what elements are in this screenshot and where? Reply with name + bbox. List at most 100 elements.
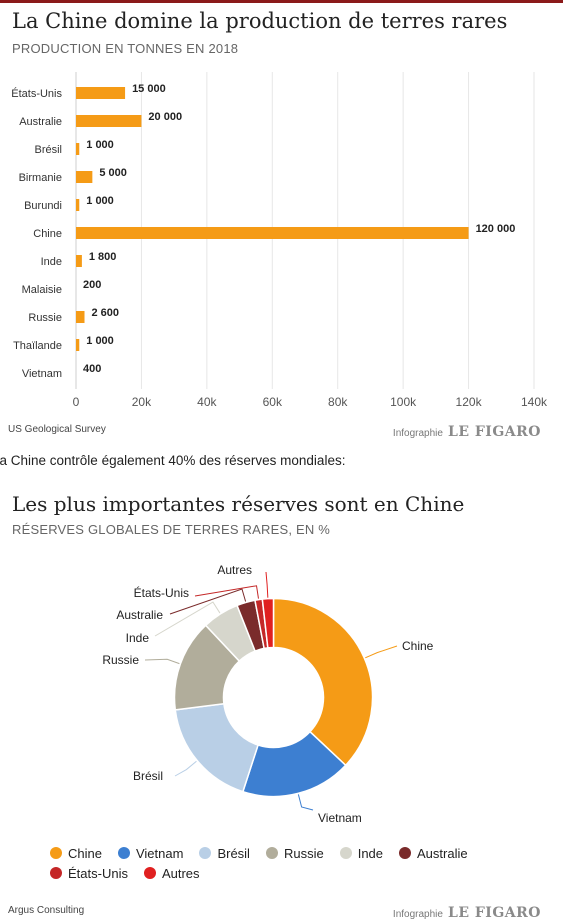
- category-label: Burundi: [24, 200, 62, 212]
- slice-label: Inde: [126, 631, 150, 645]
- x-tick-label: 20k: [132, 395, 152, 409]
- x-tick-label: 40k: [197, 395, 217, 409]
- leader-line: [174, 760, 197, 777]
- legend-item: Brésil: [199, 846, 250, 861]
- legend-label: Brésil: [217, 846, 250, 861]
- category-label: Malaisie: [22, 284, 62, 296]
- bar: [76, 339, 80, 351]
- legend-item: Autres: [143, 866, 200, 881]
- donut-slice: [272, 597, 374, 767]
- top-rule: [0, 0, 563, 3]
- brand-prefix: Infographie: [392, 428, 443, 439]
- donut-slice: [174, 702, 259, 793]
- bar: [76, 115, 142, 127]
- leader-line: [365, 645, 398, 659]
- brand-prefix: Infographie: [392, 909, 443, 920]
- category-label: Inde: [41, 256, 62, 268]
- legend-label: États-Unis: [68, 866, 128, 881]
- slice-label: Autres: [217, 563, 252, 577]
- chart1-title: La Chine domine la production de terres …: [12, 9, 508, 33]
- brand-logo: LE FIGARO: [447, 905, 541, 921]
- value-label: 2 600: [92, 307, 120, 319]
- legend-item: États-Unis: [50, 866, 128, 881]
- legend-swatch: [50, 867, 62, 879]
- leader-line: [154, 601, 221, 637]
- leader-line: [194, 585, 259, 599]
- chart2-source: Argus Consulting: [8, 905, 85, 916]
- brand-logo: LE FIGARO: [447, 424, 541, 440]
- bar: [76, 87, 126, 99]
- legend-item: Australie: [399, 846, 468, 861]
- intro-sentence: La Chine contrôle également 40% des rése…: [0, 453, 563, 468]
- bar: [76, 255, 82, 267]
- category-label: Russie: [28, 312, 62, 324]
- legend-swatch: [143, 867, 156, 879]
- slice-label: Australie: [116, 608, 163, 622]
- category-label: États-Unis: [11, 87, 62, 100]
- x-tick-label: 80k: [328, 395, 348, 409]
- slice-label: Russie: [102, 653, 139, 667]
- slice-label: Chine: [402, 639, 434, 653]
- value-label: 1 000: [86, 335, 114, 347]
- legend-label: Inde: [357, 846, 384, 861]
- value-label: 120 000: [476, 223, 516, 235]
- value-label: 20 000: [148, 111, 182, 123]
- chart2-subtitle: RÉSERVES GLOBALES DE TERRES RARES, EN %: [12, 522, 330, 537]
- bar: [76, 171, 93, 183]
- value-label: 200: [83, 279, 101, 291]
- value-label: 400: [83, 363, 101, 375]
- chart2-brand: Infographie LE FIGARO: [393, 904, 541, 922]
- intro-sentence-text: La Chine contrôle également 40% des rése…: [0, 453, 346, 468]
- category-label: Chine: [33, 228, 62, 240]
- leader-line: [297, 794, 314, 811]
- value-label: 5 000: [99, 167, 127, 179]
- legend-item: Russie: [265, 846, 324, 861]
- x-tick-label: 60k: [263, 395, 283, 409]
- category-label: Birmanie: [19, 172, 62, 184]
- legend-label: Russie: [283, 846, 324, 861]
- legend-label: Australie: [417, 846, 468, 861]
- legend-label: Autres: [161, 866, 200, 881]
- legend-swatch: [199, 847, 212, 859]
- category-label: Thaïlande: [13, 340, 62, 352]
- x-tick-label: 140k: [521, 395, 548, 409]
- legend-item: Vietnam: [117, 846, 184, 861]
- x-tick-label: 120k: [456, 395, 483, 409]
- donut-chart: Chine Vietnam Brésil Russie Inde Australie Éta…: [102, 563, 434, 825]
- value-label: 1 000: [86, 195, 114, 207]
- bar: [76, 143, 80, 155]
- leader-line: [169, 588, 247, 615]
- bar: [76, 199, 80, 211]
- category-label: Brésil: [34, 144, 62, 156]
- slice-label: États-Unis: [134, 585, 189, 600]
- legend-swatch: [399, 847, 412, 859]
- legend-swatch: [117, 847, 130, 859]
- value-label: 1 000: [86, 139, 114, 151]
- chart1-brand: Infographie LE FIGARO: [393, 423, 541, 441]
- x-tick-label: 100k: [390, 395, 417, 409]
- bar: [76, 227, 469, 239]
- legend-label: Chine: [68, 846, 102, 861]
- legend-swatch: [50, 847, 62, 859]
- legend-item: Inde: [339, 846, 384, 861]
- leader-line: [265, 571, 269, 598]
- category-label: Australie: [19, 116, 62, 128]
- legend-item: Chine: [50, 846, 102, 861]
- legend-swatch: [339, 847, 352, 859]
- leader-line: [144, 658, 180, 665]
- chart2-title: Les plus importantes réserves sont en Ch…: [12, 492, 465, 516]
- x-tick-label: 0: [73, 395, 80, 409]
- donut-slice: [261, 597, 275, 649]
- slice-label: Brésil: [133, 769, 163, 783]
- bar: [76, 311, 85, 323]
- donut-legend: Chine Vietnam Brésil Russie Inde Australie Éta…: [50, 846, 540, 886]
- legend-swatch: [265, 847, 278, 859]
- category-label: Vietnam: [22, 368, 62, 380]
- chart1-source: US Geological Survey: [8, 424, 106, 435]
- bar-chart: 0 20k 40k 60k 80k 100k 120k 140k États-Unis 15 00…: [11, 72, 548, 409]
- legend-label: Vietnam: [135, 846, 184, 861]
- slice-label: Vietnam: [318, 811, 362, 825]
- chart1-subtitle: PRODUCTION EN TONNES EN 2018: [12, 41, 239, 56]
- value-label: 1 800: [89, 251, 117, 263]
- value-label: 15 000: [132, 83, 166, 95]
